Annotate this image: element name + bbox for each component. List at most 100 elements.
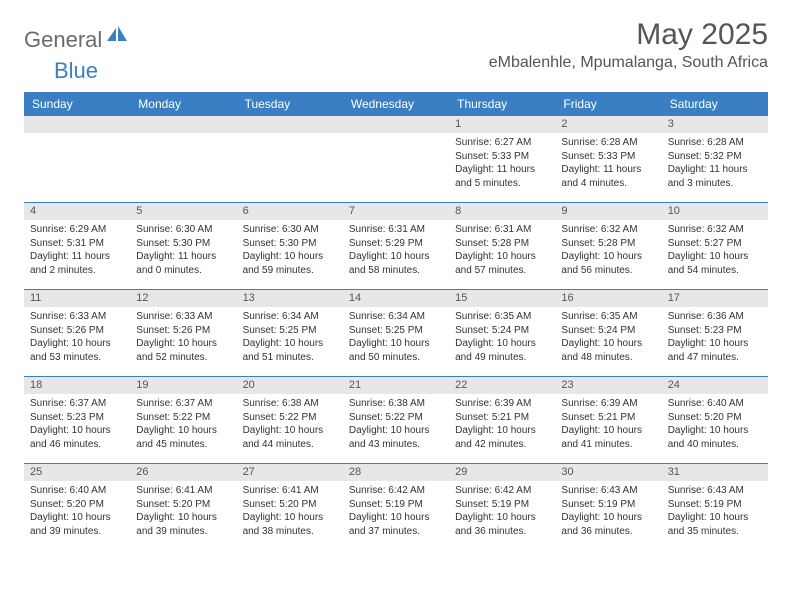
day-cell: 30Sunrise: 6:43 AMSunset: 5:19 PMDayligh… — [555, 464, 661, 550]
day-content: Sunrise: 6:43 AMSunset: 5:19 PMDaylight:… — [555, 481, 661, 544]
calendar: Sunday Monday Tuesday Wednesday Thursday… — [24, 92, 768, 550]
sunrise-text: Sunrise: 6:34 AM — [349, 310, 443, 324]
sunrise-text: Sunrise: 6:37 AM — [136, 397, 230, 411]
sunrise-text: Sunrise: 6:43 AM — [668, 484, 762, 498]
day-number: 25 — [24, 464, 130, 481]
weekday-header: Monday — [130, 92, 236, 116]
day-content: Sunrise: 6:35 AMSunset: 5:24 PMDaylight:… — [449, 307, 555, 370]
sunrise-text: Sunrise: 6:33 AM — [136, 310, 230, 324]
logo-text-2: Blue — [54, 58, 98, 83]
daylight-text: Daylight: 10 hours and 44 minutes. — [243, 424, 337, 451]
sunrise-text: Sunrise: 6:29 AM — [30, 223, 124, 237]
sunrise-text: Sunrise: 6:33 AM — [30, 310, 124, 324]
day-cell — [237, 116, 343, 202]
day-cell: 29Sunrise: 6:42 AMSunset: 5:19 PMDayligh… — [449, 464, 555, 550]
sunrise-text: Sunrise: 6:41 AM — [243, 484, 337, 498]
day-number: 29 — [449, 464, 555, 481]
day-cell: 13Sunrise: 6:34 AMSunset: 5:25 PMDayligh… — [237, 290, 343, 376]
day-cell: 16Sunrise: 6:35 AMSunset: 5:24 PMDayligh… — [555, 290, 661, 376]
week-row: 4Sunrise: 6:29 AMSunset: 5:31 PMDaylight… — [24, 202, 768, 289]
day-content: Sunrise: 6:31 AMSunset: 5:29 PMDaylight:… — [343, 220, 449, 283]
sunset-text: Sunset: 5:22 PM — [243, 411, 337, 425]
sunset-text: Sunset: 5:23 PM — [668, 324, 762, 338]
day-number: 5 — [130, 203, 236, 220]
day-content: Sunrise: 6:33 AMSunset: 5:26 PMDaylight:… — [130, 307, 236, 370]
day-number: 18 — [24, 377, 130, 394]
daylight-text: Daylight: 10 hours and 57 minutes. — [455, 250, 549, 277]
week-row: 1Sunrise: 6:27 AMSunset: 5:33 PMDaylight… — [24, 116, 768, 202]
day-number: 16 — [555, 290, 661, 307]
sunset-text: Sunset: 5:21 PM — [455, 411, 549, 425]
day-number: 13 — [237, 290, 343, 307]
daylight-text: Daylight: 10 hours and 52 minutes. — [136, 337, 230, 364]
day-content: Sunrise: 6:29 AMSunset: 5:31 PMDaylight:… — [24, 220, 130, 283]
day-cell: 1Sunrise: 6:27 AMSunset: 5:33 PMDaylight… — [449, 116, 555, 202]
daylight-text: Daylight: 10 hours and 40 minutes. — [668, 424, 762, 451]
sunset-text: Sunset: 5:19 PM — [561, 498, 655, 512]
day-cell: 9Sunrise: 6:32 AMSunset: 5:28 PMDaylight… — [555, 203, 661, 289]
daylight-text: Daylight: 11 hours and 2 minutes. — [30, 250, 124, 277]
daylight-text: Daylight: 10 hours and 49 minutes. — [455, 337, 549, 364]
day-content: Sunrise: 6:27 AMSunset: 5:33 PMDaylight:… — [449, 133, 555, 196]
day-cell: 7Sunrise: 6:31 AMSunset: 5:29 PMDaylight… — [343, 203, 449, 289]
week-row: 11Sunrise: 6:33 AMSunset: 5:26 PMDayligh… — [24, 289, 768, 376]
day-cell — [343, 116, 449, 202]
day-content: Sunrise: 6:32 AMSunset: 5:28 PMDaylight:… — [555, 220, 661, 283]
sunrise-text: Sunrise: 6:37 AM — [30, 397, 124, 411]
daylight-text: Daylight: 11 hours and 4 minutes. — [561, 163, 655, 190]
sunrise-text: Sunrise: 6:31 AM — [349, 223, 443, 237]
day-cell: 24Sunrise: 6:40 AMSunset: 5:20 PMDayligh… — [662, 377, 768, 463]
sunrise-text: Sunrise: 6:30 AM — [243, 223, 337, 237]
day-number: 14 — [343, 290, 449, 307]
day-content: Sunrise: 6:42 AMSunset: 5:19 PMDaylight:… — [343, 481, 449, 544]
day-content: Sunrise: 6:28 AMSunset: 5:33 PMDaylight:… — [555, 133, 661, 196]
title-block: May 2025 eMbalenhle, Mpumalanga, South A… — [489, 18, 768, 72]
day-number: 21 — [343, 377, 449, 394]
logo: General — [24, 18, 129, 53]
day-content: Sunrise: 6:28 AMSunset: 5:32 PMDaylight:… — [662, 133, 768, 196]
sunset-text: Sunset: 5:20 PM — [30, 498, 124, 512]
sunset-text: Sunset: 5:32 PM — [668, 150, 762, 164]
daylight-text: Daylight: 10 hours and 51 minutes. — [243, 337, 337, 364]
day-cell — [130, 116, 236, 202]
day-number — [24, 116, 130, 133]
day-cell: 12Sunrise: 6:33 AMSunset: 5:26 PMDayligh… — [130, 290, 236, 376]
day-cell: 23Sunrise: 6:39 AMSunset: 5:21 PMDayligh… — [555, 377, 661, 463]
day-content: Sunrise: 6:37 AMSunset: 5:23 PMDaylight:… — [24, 394, 130, 457]
daylight-text: Daylight: 10 hours and 43 minutes. — [349, 424, 443, 451]
sunset-text: Sunset: 5:24 PM — [455, 324, 549, 338]
sunrise-text: Sunrise: 6:42 AM — [349, 484, 443, 498]
daylight-text: Daylight: 10 hours and 42 minutes. — [455, 424, 549, 451]
day-cell: 8Sunrise: 6:31 AMSunset: 5:28 PMDaylight… — [449, 203, 555, 289]
daylight-text: Daylight: 10 hours and 53 minutes. — [30, 337, 124, 364]
sunrise-text: Sunrise: 6:40 AM — [668, 397, 762, 411]
day-content: Sunrise: 6:38 AMSunset: 5:22 PMDaylight:… — [343, 394, 449, 457]
daylight-text: Daylight: 10 hours and 47 minutes. — [668, 337, 762, 364]
sunset-text: Sunset: 5:30 PM — [243, 237, 337, 251]
sunrise-text: Sunrise: 6:27 AM — [455, 136, 549, 150]
day-cell: 3Sunrise: 6:28 AMSunset: 5:32 PMDaylight… — [662, 116, 768, 202]
sunset-text: Sunset: 5:26 PM — [30, 324, 124, 338]
weeks-container: 1Sunrise: 6:27 AMSunset: 5:33 PMDaylight… — [24, 116, 768, 550]
day-number: 28 — [343, 464, 449, 481]
sunrise-text: Sunrise: 6:28 AM — [561, 136, 655, 150]
daylight-text: Daylight: 10 hours and 36 minutes. — [561, 511, 655, 538]
sunset-text: Sunset: 5:29 PM — [349, 237, 443, 251]
daylight-text: Daylight: 11 hours and 0 minutes. — [136, 250, 230, 277]
daylight-text: Daylight: 10 hours and 59 minutes. — [243, 250, 337, 277]
sunset-text: Sunset: 5:22 PM — [349, 411, 443, 425]
day-number: 4 — [24, 203, 130, 220]
week-row: 18Sunrise: 6:37 AMSunset: 5:23 PMDayligh… — [24, 376, 768, 463]
day-content: Sunrise: 6:39 AMSunset: 5:21 PMDaylight:… — [555, 394, 661, 457]
day-content — [343, 133, 449, 142]
daylight-text: Daylight: 10 hours and 45 minutes. — [136, 424, 230, 451]
day-cell: 27Sunrise: 6:41 AMSunset: 5:20 PMDayligh… — [237, 464, 343, 550]
day-number: 1 — [449, 116, 555, 133]
day-content: Sunrise: 6:40 AMSunset: 5:20 PMDaylight:… — [662, 394, 768, 457]
day-cell: 22Sunrise: 6:39 AMSunset: 5:21 PMDayligh… — [449, 377, 555, 463]
day-number: 3 — [662, 116, 768, 133]
weekday-header: Thursday — [449, 92, 555, 116]
weekday-header: Wednesday — [343, 92, 449, 116]
day-cell: 11Sunrise: 6:33 AMSunset: 5:26 PMDayligh… — [24, 290, 130, 376]
sunset-text: Sunset: 5:28 PM — [561, 237, 655, 251]
